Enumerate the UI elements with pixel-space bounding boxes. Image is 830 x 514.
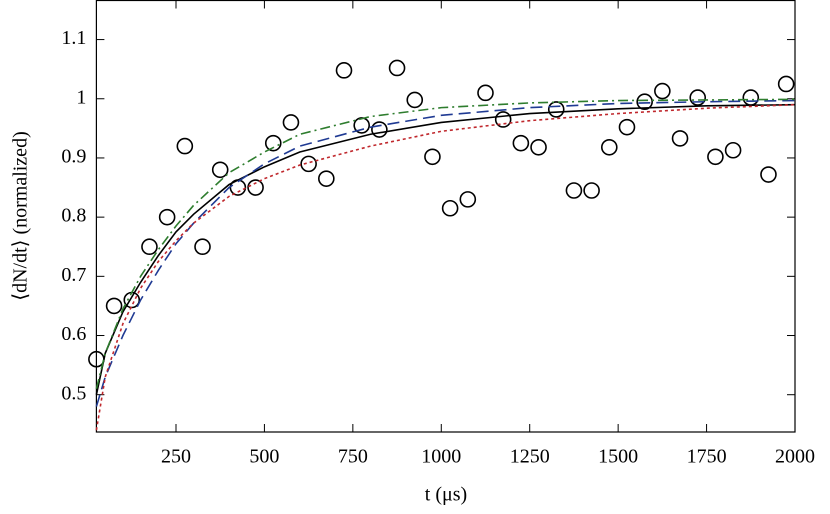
data-point [707,148,724,166]
data-point [494,111,512,128]
data-point [547,101,565,118]
data-point [583,182,600,199]
y-tick-label: 1 [76,86,86,108]
data-point [724,141,742,159]
data-point [158,208,176,226]
data-point [618,118,636,136]
data-point [424,148,441,166]
data-point [689,89,707,106]
data-point [530,138,547,156]
data-point [671,130,689,147]
data-point [441,199,459,217]
data-point [636,93,653,111]
y-tick-label: 0.8 [61,205,86,227]
data-point [176,137,194,155]
data-point [388,59,406,77]
y-tick-label: 0.7 [61,264,86,286]
data-point [247,179,264,196]
x-tick-label: 500 [249,446,279,468]
y-tick-label: 0.5 [61,382,86,404]
x-tick-label: 1250 [510,446,550,468]
data-point [300,155,317,173]
fit-curve [95,103,796,431]
y-tick-label: 0.9 [61,146,86,168]
data-point [335,62,353,79]
data-point [318,170,335,187]
x-tick-label: 1500 [598,446,638,468]
data-point [371,121,388,138]
data-point [600,138,618,156]
fit-curve [95,98,796,389]
data-point [141,238,158,256]
x-tick-label: 250 [161,446,191,468]
x-axis-label: t (μs) [425,484,467,506]
y-tick-label: 1.1 [61,27,86,49]
data-point [760,166,777,183]
fit-curve [95,103,796,395]
y-tick-label: 0.6 [61,323,86,345]
data-point [105,297,123,315]
x-tick-label: 2000 [775,446,815,468]
data-point [264,134,282,152]
data-point [194,238,211,256]
data-point [512,134,530,152]
data-point [459,191,477,208]
y-axis-label: ⟨dN/dt⟩ (normalized) [10,131,32,300]
data-point [477,84,494,102]
data-point [565,182,583,199]
data-point [777,75,795,93]
x-tick-label: 1750 [687,446,727,468]
plot-frame [95,0,796,433]
data-point [211,161,229,179]
data-point [406,91,424,109]
x-tick-label: 1000 [421,446,461,468]
data-point [282,114,300,131]
data-point [742,89,760,106]
x-tick-label: 750 [338,446,368,468]
data-point [353,117,370,134]
fit-curve [95,99,796,407]
data-point [654,82,671,100]
